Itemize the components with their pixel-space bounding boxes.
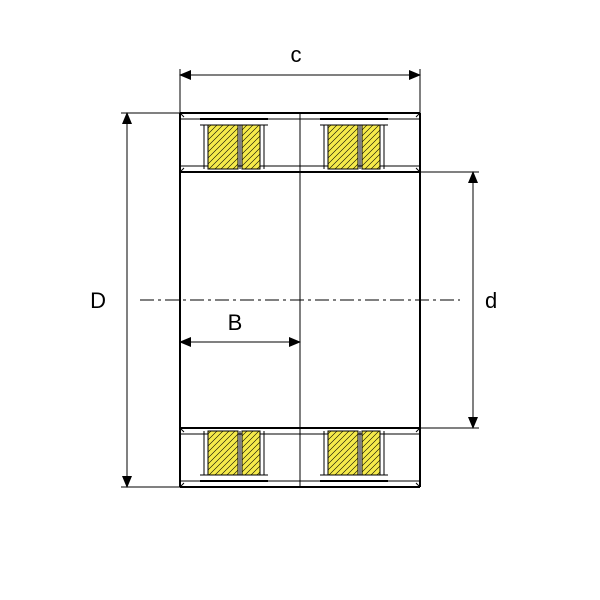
dim-d-label: d — [485, 288, 497, 313]
dim-D-label: D — [90, 288, 106, 313]
dim-B-label: B — [228, 310, 243, 335]
dim-c-label: c — [291, 42, 302, 67]
bearing-diagram: Dd c B — [0, 0, 600, 600]
